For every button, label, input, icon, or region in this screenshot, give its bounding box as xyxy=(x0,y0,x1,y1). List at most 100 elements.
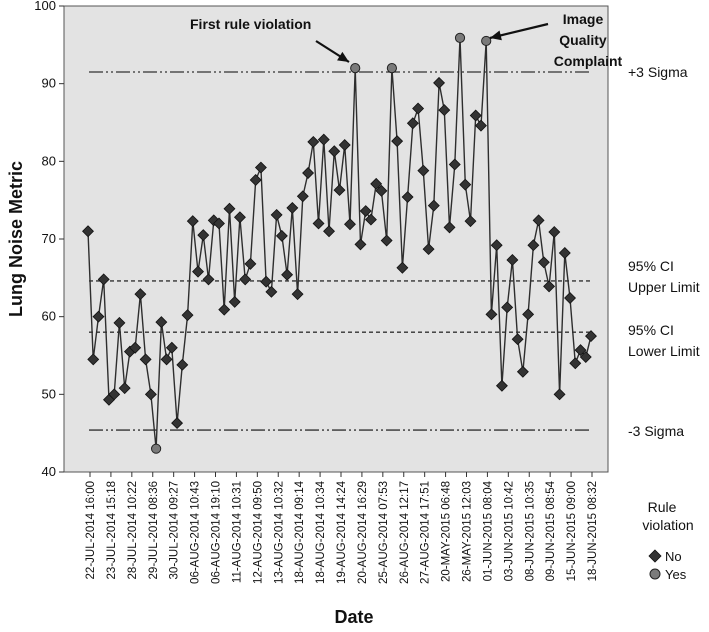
data-point xyxy=(160,353,173,366)
data-point xyxy=(490,239,503,252)
annotation-image-quality: Image Quality Complaint xyxy=(554,11,623,69)
data-point xyxy=(401,191,414,204)
data-point xyxy=(260,275,273,288)
data-point xyxy=(532,214,545,227)
data-point xyxy=(239,273,252,286)
data-point xyxy=(564,292,577,304)
reference-line-label: Lower Limit xyxy=(628,343,700,359)
data-point xyxy=(412,102,425,115)
data-point xyxy=(144,388,157,401)
data-point xyxy=(443,221,456,234)
data-point xyxy=(406,117,419,130)
legend-title: violation xyxy=(642,517,693,533)
data-point xyxy=(438,104,451,117)
data-point xyxy=(218,303,231,316)
data-point xyxy=(281,268,294,281)
x-tick-label: 22-JUL-2014 16:00 xyxy=(85,481,97,579)
x-tick-label: 30-JUL-2014 09:27 xyxy=(169,481,181,579)
data-point xyxy=(244,257,257,270)
data-point xyxy=(270,208,283,221)
legend-marker-no xyxy=(648,549,662,563)
data-point xyxy=(155,316,168,329)
arrow-head xyxy=(337,51,349,62)
data-point xyxy=(296,190,309,203)
data-point-violation xyxy=(350,63,361,74)
data-point xyxy=(506,254,519,266)
x-tick-label: 13-AUG-2014 10:32 xyxy=(273,481,285,584)
data-point xyxy=(307,135,320,148)
reference-line-label: 95% CI xyxy=(628,322,674,338)
data-point xyxy=(139,353,152,366)
y-tick-label: 60 xyxy=(42,309,56,324)
data-point xyxy=(475,119,487,132)
data-point xyxy=(249,174,262,186)
x-tick-label: 27-AUG-2014 17:51 xyxy=(420,481,432,584)
reference-line-label: +3 Sigma xyxy=(628,64,688,80)
data-point xyxy=(129,341,142,354)
data-point xyxy=(364,213,377,226)
data-point xyxy=(469,109,482,122)
x-tick-label: 20-AUG-2014 16:29 xyxy=(357,481,369,584)
data-point xyxy=(291,288,304,301)
legend-title: Rule xyxy=(648,499,677,515)
data-point xyxy=(312,217,325,230)
data-point xyxy=(338,139,351,151)
data-point xyxy=(202,273,215,286)
x-tick-label: 28-JUL-2014 10:22 xyxy=(127,481,139,579)
reference-line-label: Upper Limit xyxy=(628,279,700,295)
data-point xyxy=(391,135,404,148)
data-point xyxy=(579,351,592,364)
data-point xyxy=(501,301,514,314)
data-point xyxy=(543,280,556,293)
plot-area xyxy=(63,5,609,473)
y-tick-label: 100 xyxy=(34,0,56,13)
data-point xyxy=(359,205,372,218)
data-point xyxy=(302,167,315,179)
data-point xyxy=(375,184,388,197)
data-point xyxy=(176,358,189,371)
data-point xyxy=(417,164,430,177)
annotation-first-violation: First rule violation xyxy=(190,16,311,32)
data-point xyxy=(354,238,367,251)
x-tick-label: 03-JUN-2015 10:42 xyxy=(503,481,515,581)
y-tick-label: 50 xyxy=(42,386,56,401)
annotation-line: Quality xyxy=(559,32,607,48)
data-point xyxy=(396,261,409,274)
x-tick-label: 06-AUG-2014 19:10 xyxy=(211,481,223,584)
data-point xyxy=(92,310,105,323)
x-tick-label: 18-JUN-2015 08:32 xyxy=(587,481,599,581)
y-tick-label: 70 xyxy=(42,231,56,246)
data-point xyxy=(448,158,461,171)
x-tick-label: 08-JUN-2015 10:35 xyxy=(524,481,536,581)
data-point xyxy=(186,215,199,228)
x-tick-label: 01-JUN-2015 08:04 xyxy=(482,480,494,581)
data-point xyxy=(197,229,210,242)
y-tick-label: 40 xyxy=(42,464,56,479)
data-point xyxy=(317,133,330,146)
data-point xyxy=(495,379,508,392)
data-point xyxy=(516,365,529,378)
data-point xyxy=(370,177,383,190)
data-point-violation xyxy=(481,35,492,47)
data-point xyxy=(223,202,236,215)
data-point xyxy=(380,234,393,247)
data-point xyxy=(213,217,225,230)
x-tick-label: 23-JUL-2014 15:18 xyxy=(106,481,118,579)
data-point xyxy=(585,330,597,343)
x-tick-label: 26-AUG-2014 12:17 xyxy=(399,481,411,584)
y-axis-title: Lung Noise Metric xyxy=(6,161,26,317)
x-tick-label: 15-JUN-2015 09:00 xyxy=(566,481,578,581)
data-point xyxy=(181,309,194,322)
data-point-violation xyxy=(386,63,397,74)
data-point xyxy=(82,225,94,238)
data-point xyxy=(433,76,446,89)
data-point xyxy=(118,382,131,395)
data-point xyxy=(574,344,587,357)
legend: Rule violation No Yes xyxy=(642,499,693,582)
data-point xyxy=(286,201,299,214)
x-tick-label: 26-MAY-2015 12:03 xyxy=(462,481,474,582)
data-point xyxy=(427,199,440,212)
x-tick-label: 09-JUN-2015 08:54 xyxy=(545,480,557,581)
data-point xyxy=(553,388,566,401)
